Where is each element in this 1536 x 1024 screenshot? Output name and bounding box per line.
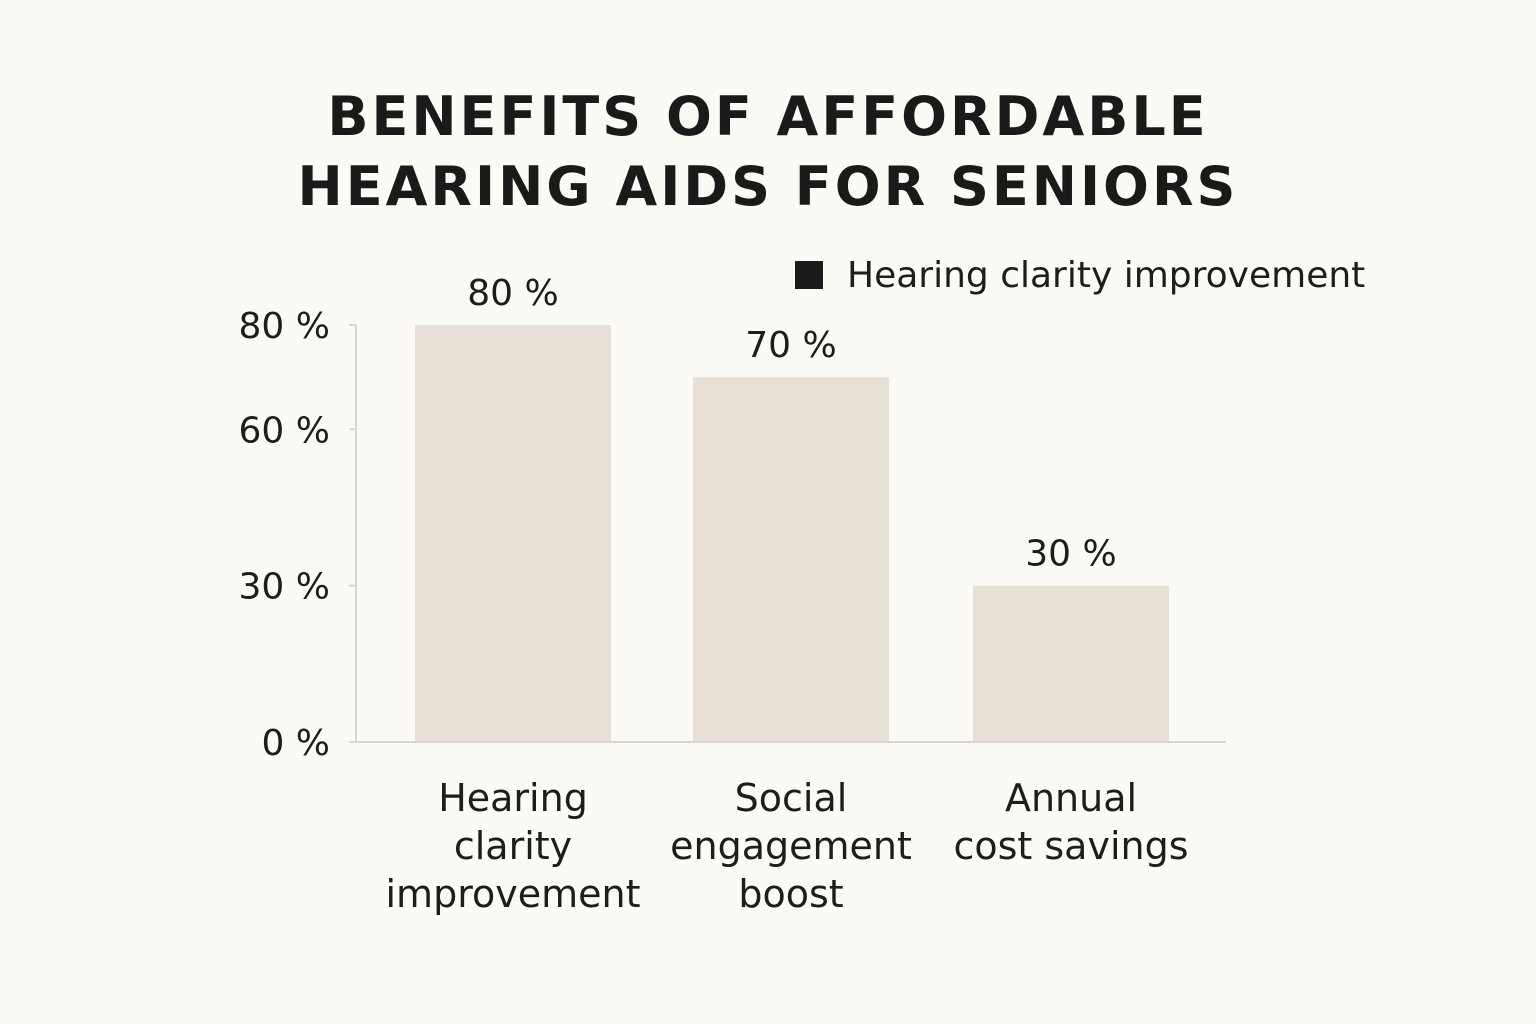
category-label-line: Hearing	[438, 776, 588, 820]
category-label-line: Annual	[1005, 776, 1137, 820]
bar-2	[973, 585, 1169, 742]
category-label-line: improvement	[386, 872, 641, 916]
legend-label: Hearing clarity improvement	[847, 254, 1366, 296]
category-label-line: cost savings	[953, 824, 1188, 868]
y-tick-label-1: 30 %	[239, 567, 330, 608]
bar-0	[415, 325, 611, 742]
y-tick-label-3: 80 %	[239, 306, 330, 347]
data-label-2: 30 %	[1025, 534, 1116, 575]
category-label-line: engagement	[670, 824, 912, 868]
chart-title: BENEFITS OF AFFORDABLE HEARING AIDS FOR …	[297, 85, 1239, 218]
data-label-1: 70 %	[745, 325, 836, 366]
y-tick-label-0: 0 %	[261, 723, 330, 764]
category-label-2: Annual cost savings	[953, 776, 1188, 868]
category-label-line: boost	[738, 872, 843, 916]
category-label-0: Hearing clarity improvement	[386, 776, 641, 916]
y-tick-label-2: 60 %	[239, 410, 330, 451]
legend-swatch	[795, 261, 823, 289]
category-label-line: Social	[735, 776, 848, 820]
category-label-1: Social engagement boost	[670, 776, 912, 916]
data-label-0: 80 %	[467, 273, 558, 314]
legend: Hearing clarity improvement	[795, 252, 1365, 298]
bar-1	[693, 377, 889, 742]
category-label-line: clarity	[454, 824, 572, 868]
